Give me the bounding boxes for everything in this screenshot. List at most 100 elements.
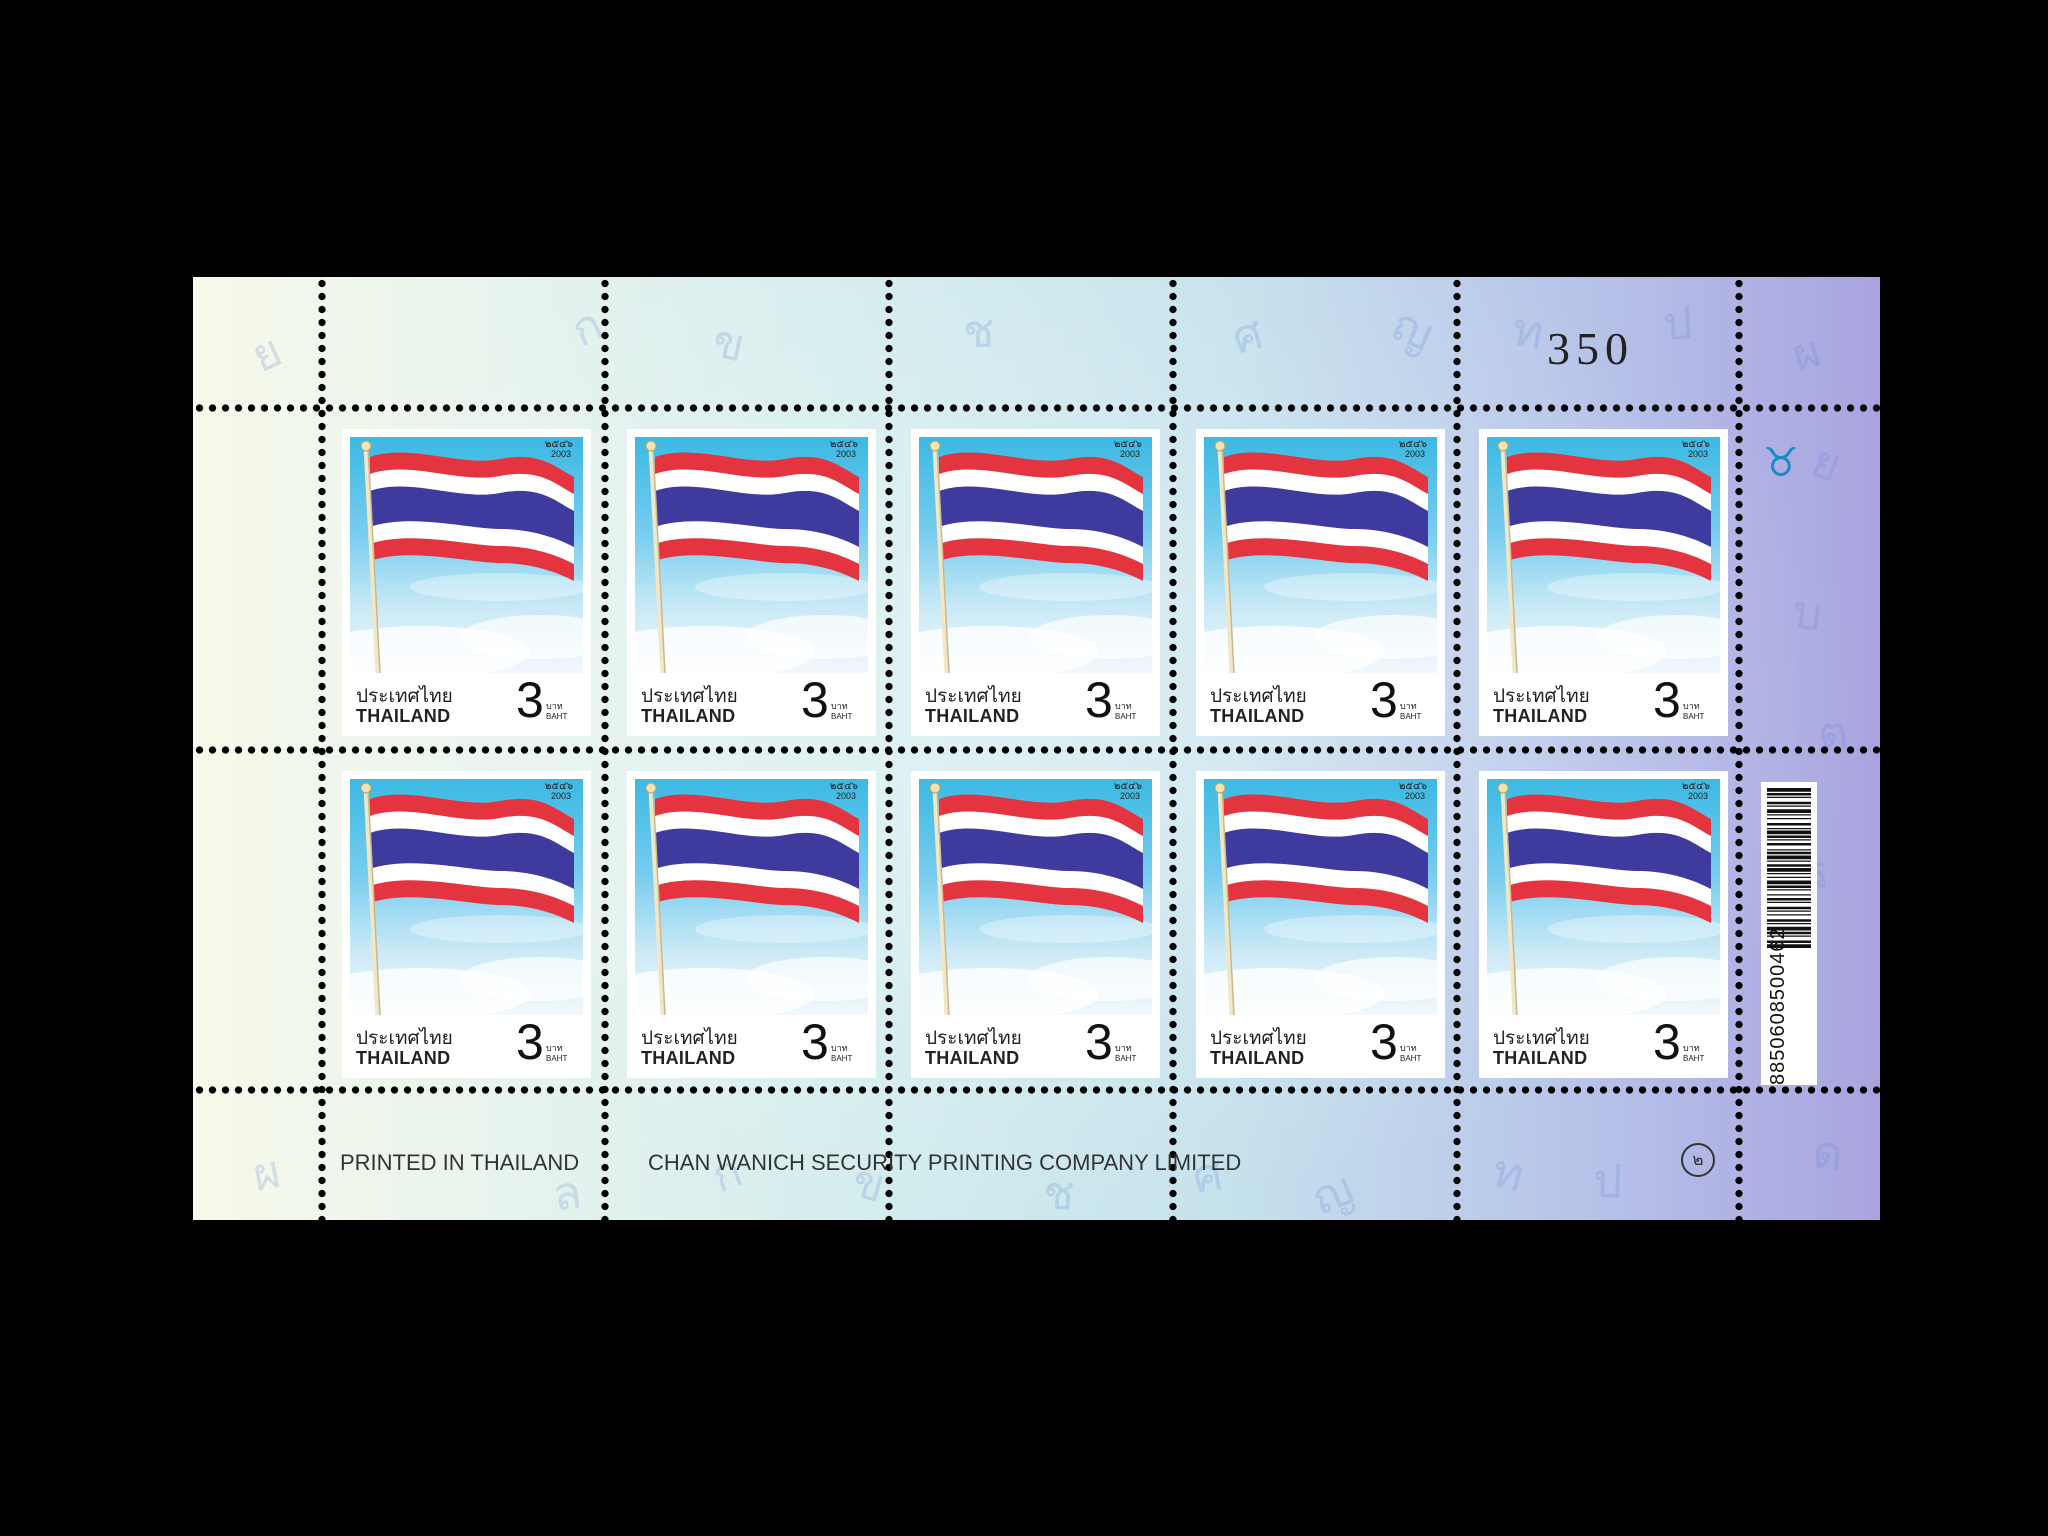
watermark-glyph: ท (1486, 1143, 1530, 1204)
stamp-image (635, 437, 868, 673)
plate-number-badge: ๒ (1681, 1143, 1715, 1177)
cloud (1314, 615, 1437, 659)
stamp-year-thai: ๒๕๔๖ (1398, 781, 1427, 792)
flagpole-finial (929, 440, 941, 452)
stamp-year-thai: ๒๕๔๖ (1681, 439, 1710, 450)
stamp-country: THAILAND (1493, 706, 1588, 726)
stamp-year: 2003 (1687, 791, 1708, 801)
perforation-row (193, 745, 1880, 755)
flag-illustration (635, 782, 868, 1015)
barcode-bar (1767, 868, 1811, 872)
stamp-country-thai: ประเทศไทย (641, 685, 738, 707)
barcode-bar (1767, 828, 1811, 830)
flagpole-shade (1221, 446, 1235, 673)
stamp-country: THAILAND (1493, 1048, 1588, 1068)
barcode-bar (1767, 830, 1811, 835)
cloud (1029, 615, 1152, 659)
stamp-year: 2003 (835, 791, 856, 801)
barcode-bar (1767, 864, 1811, 867)
stamp-country: THAILAND (1210, 706, 1305, 726)
stamp-sheet: กขชศญทปผยบตรคดลกขชศญทปผย ๒๕๔๖ 2003 ประเท… (193, 277, 1880, 1220)
stamp-image (1204, 779, 1437, 1015)
stamp-image (1204, 437, 1437, 673)
stamp-currency-thai: บาท (1400, 1044, 1417, 1054)
flagpole (932, 788, 950, 1015)
stamp-value: 3 (801, 672, 829, 728)
stamp-currency-thai: บาท (1115, 1044, 1132, 1054)
stamp-year: 2003 (550, 449, 571, 459)
flagpole-finial (929, 782, 941, 794)
stamp-value: 3 (516, 1014, 544, 1070)
barcode-bar (1767, 931, 1811, 935)
printed-in-label: PRINTED IN THAILAND (340, 1150, 580, 1175)
flag-illustration (1204, 782, 1437, 1015)
stamp-currency: BAHT (1115, 712, 1137, 721)
stamp-value: 3 (1085, 1014, 1113, 1070)
stamp-country: THAILAND (925, 1048, 1020, 1068)
flag-band-blue (1224, 486, 1428, 547)
watermark-glyph: ญ (1384, 296, 1442, 362)
stamp-currency-thai: บาท (1683, 1044, 1700, 1054)
barcode-bar (1767, 919, 1811, 922)
barcode-bar (1767, 814, 1811, 816)
barcode-bar (1767, 855, 1811, 860)
flagpole-finial (645, 782, 657, 794)
stamp-year-thai: ๒๕๔๖ (829, 439, 858, 450)
stamp-country-thai: ประเทศไทย (1493, 685, 1590, 707)
stamp-year: 2003 (1404, 791, 1425, 801)
stamp-country-thai: ประเทศไทย (925, 685, 1022, 707)
barcode-bar (1767, 860, 1811, 862)
flagpole-shade (367, 788, 381, 1015)
stamp-currency: BAHT (1683, 712, 1705, 721)
barcode-bar (1767, 805, 1811, 807)
flag-band-blue (1507, 828, 1711, 889)
stamp-currency-thai: บาท (546, 702, 563, 712)
stamp-currency-thai: บาท (831, 702, 848, 712)
flag-illustration (350, 440, 583, 673)
perforation-row (193, 403, 1880, 413)
stamp-country-thai: ประเทศไทย (1210, 1027, 1307, 1049)
barcode-bar (1767, 843, 1811, 846)
flagpole-shade (936, 446, 950, 673)
perforation-column (1168, 277, 1178, 1220)
watermark-glyph: ด (1810, 1124, 1846, 1182)
flagpole (1500, 446, 1518, 673)
stamp-currency: BAHT (1400, 1054, 1422, 1063)
watermark-glyph: ป (1661, 295, 1694, 351)
watermark-glyph: ช (962, 303, 995, 359)
cloud (1264, 915, 1437, 943)
stamp-image (635, 779, 868, 1015)
cloud (695, 915, 868, 943)
flag-illustration (635, 440, 868, 673)
barcode-bar (1767, 818, 1811, 820)
stamp-currency-thai: บาท (1400, 702, 1417, 712)
stamp-country: THAILAND (356, 1048, 451, 1068)
barcode-bar (1767, 935, 1811, 937)
barcode-bar (1767, 889, 1811, 891)
barcode-bar (1767, 906, 1811, 910)
flag-illustration (350, 782, 583, 1015)
watermark-glyph: ย (242, 322, 290, 384)
stamp-country-thai: ประเทศไทย (356, 685, 453, 707)
barcode-bars (1767, 788, 1811, 948)
flagpole (648, 788, 666, 1015)
stamp-year: 2003 (1119, 449, 1140, 459)
flagpole (363, 788, 381, 1015)
barcode-bar (1767, 851, 1811, 855)
stamp-country: THAILAND (1210, 1048, 1305, 1068)
barcode-bar (1767, 788, 1811, 792)
barcode-bar (1767, 835, 1811, 838)
flag-band-blue (370, 828, 574, 889)
perforation-column (1734, 277, 1744, 1220)
flagpole-finial (1497, 440, 1509, 452)
stamp: ๒๕๔๖ 2003 ประเทศไทย THAILAND 3 บาท BAHT (342, 771, 591, 1078)
flagpole-finial (1214, 440, 1226, 452)
barcode-bar (1767, 923, 1811, 925)
perforation-column (884, 277, 894, 1220)
flagpole-shade (652, 446, 666, 673)
stamp-image (919, 779, 1152, 1015)
barcode-bar (1767, 898, 1811, 901)
cloud (979, 573, 1152, 601)
barcode-bar (1767, 910, 1811, 912)
barcode-bar (1767, 926, 1811, 931)
